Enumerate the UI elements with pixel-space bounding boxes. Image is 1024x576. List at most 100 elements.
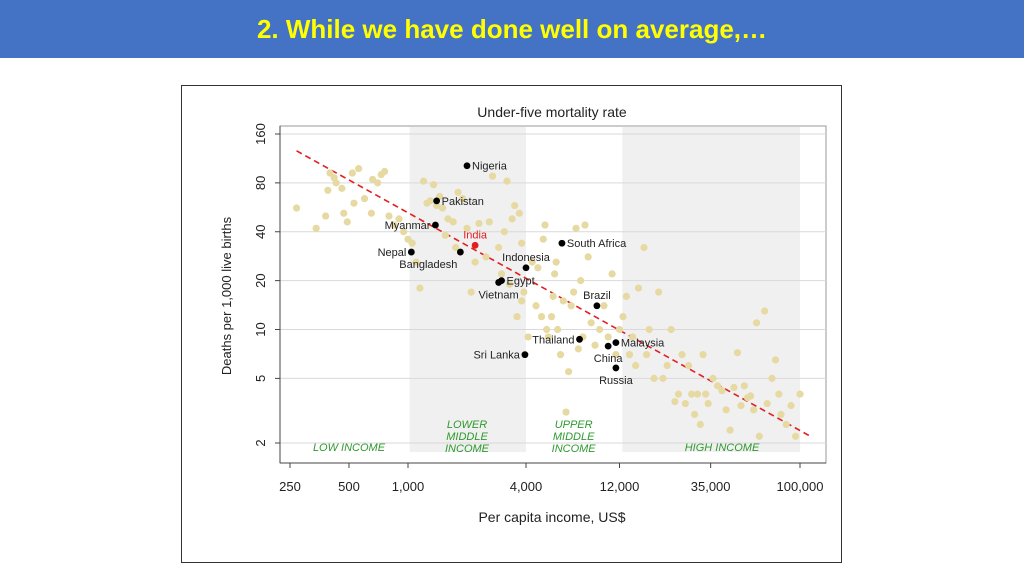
country-point	[488, 172, 497, 180]
label-brazil: Brazil	[583, 290, 611, 302]
point-pakistan	[433, 197, 441, 205]
country-point	[629, 333, 637, 341]
country-point	[782, 420, 790, 429]
country-point	[543, 325, 551, 334]
country-point	[567, 302, 575, 310]
label-bangladesh: Bangladesh	[399, 259, 457, 271]
country-point	[506, 280, 514, 288]
country-point	[787, 401, 795, 410]
label-russia: Russia	[599, 375, 634, 387]
country-point	[485, 218, 493, 226]
country-point	[292, 204, 301, 212]
country-point	[674, 390, 683, 398]
country-point	[584, 253, 592, 261]
country-point	[691, 410, 699, 419]
point-malaysia	[612, 339, 620, 347]
country-point	[449, 218, 457, 226]
label-india: India	[463, 229, 488, 241]
country-point	[355, 164, 363, 173]
point-nepal	[407, 248, 415, 256]
country-point	[312, 224, 320, 232]
label-myanmar: Myanmar	[385, 220, 431, 232]
x-tick-label: 1,000	[392, 479, 425, 494]
country-point	[552, 258, 560, 266]
title-bar	[0, 0, 1024, 58]
country-point	[532, 302, 540, 310]
x-tick-label: 35,000	[691, 479, 731, 494]
country-point	[591, 341, 599, 349]
country-point	[416, 284, 424, 292]
country-point	[615, 325, 624, 334]
country-point	[343, 218, 351, 226]
country-point	[471, 258, 479, 266]
country-point	[771, 356, 780, 364]
label-malaysia: Malaysia	[621, 338, 665, 350]
country-point	[559, 297, 567, 305]
label-egypt: Egypt	[507, 276, 535, 288]
country-point	[429, 181, 438, 189]
country-point	[730, 383, 738, 392]
country-point	[587, 319, 595, 327]
y-tick-label: 160	[253, 123, 268, 145]
y-tick-label: 40	[253, 225, 268, 239]
country-point	[622, 292, 630, 300]
label-nigeria: Nigeria	[472, 161, 508, 173]
point-india	[471, 241, 479, 249]
country-point	[350, 199, 358, 207]
country-point	[696, 420, 704, 429]
x-tick-label: 250	[279, 479, 301, 494]
slide-title: 2. While we have done well on average,…	[256, 14, 768, 44]
country-point	[426, 197, 434, 205]
country-labels: Nigeria Pakistan Myanmar India NepalBanglade…	[378, 161, 666, 387]
country-point	[750, 406, 758, 414]
country-point	[755, 432, 763, 440]
country-point	[515, 209, 523, 217]
income-band-labels: LOW INCOMELOWERMIDDLEINCOMEUPPERMIDDLEIN…	[313, 419, 760, 455]
country-point	[699, 351, 707, 359]
country-point	[625, 351, 634, 359]
country-point	[722, 406, 730, 414]
country-point	[763, 399, 771, 408]
country-point	[768, 374, 776, 382]
country-point	[612, 351, 620, 359]
point-nigeria	[463, 162, 471, 170]
country-point	[740, 382, 748, 390]
country-point	[659, 374, 667, 382]
x-axis-label: Per capita income, US$	[478, 509, 625, 525]
highlighted-country-points	[407, 162, 620, 372]
country-point	[577, 277, 585, 285]
country-point	[600, 302, 608, 310]
label-south-africa: South Africa	[567, 238, 627, 250]
label-nepal: Nepal	[378, 247, 407, 259]
point-brazil	[593, 302, 601, 310]
x-tick-label: 12,000	[600, 479, 640, 494]
country-point	[619, 313, 627, 321]
country-point	[684, 361, 693, 370]
country-point	[433, 201, 441, 210]
country-point	[322, 212, 330, 220]
country-point	[596, 325, 604, 334]
band-label-2-line-0: UPPER	[555, 419, 593, 431]
country-point	[570, 288, 578, 296]
label-thailand: Thailand	[532, 334, 574, 346]
country-point	[520, 288, 528, 296]
country-point	[360, 195, 369, 203]
country-point	[547, 313, 556, 321]
point-south-africa	[558, 239, 566, 247]
band-label-2-line-2: INCOME	[552, 443, 597, 455]
country-point	[663, 361, 671, 370]
country-point	[709, 374, 717, 382]
country-point	[792, 432, 800, 440]
country-point	[503, 177, 511, 185]
country-point	[718, 387, 726, 395]
country-point	[511, 201, 519, 210]
income-band-1	[622, 127, 800, 452]
country-point	[796, 390, 804, 398]
gridlines	[280, 133, 826, 444]
income-bands	[409, 127, 800, 452]
country-point	[581, 221, 589, 229]
band-label-1-line-2: INCOME	[445, 443, 490, 455]
country-point	[574, 345, 582, 353]
other-country-points	[292, 164, 804, 440]
country-point	[693, 390, 702, 398]
